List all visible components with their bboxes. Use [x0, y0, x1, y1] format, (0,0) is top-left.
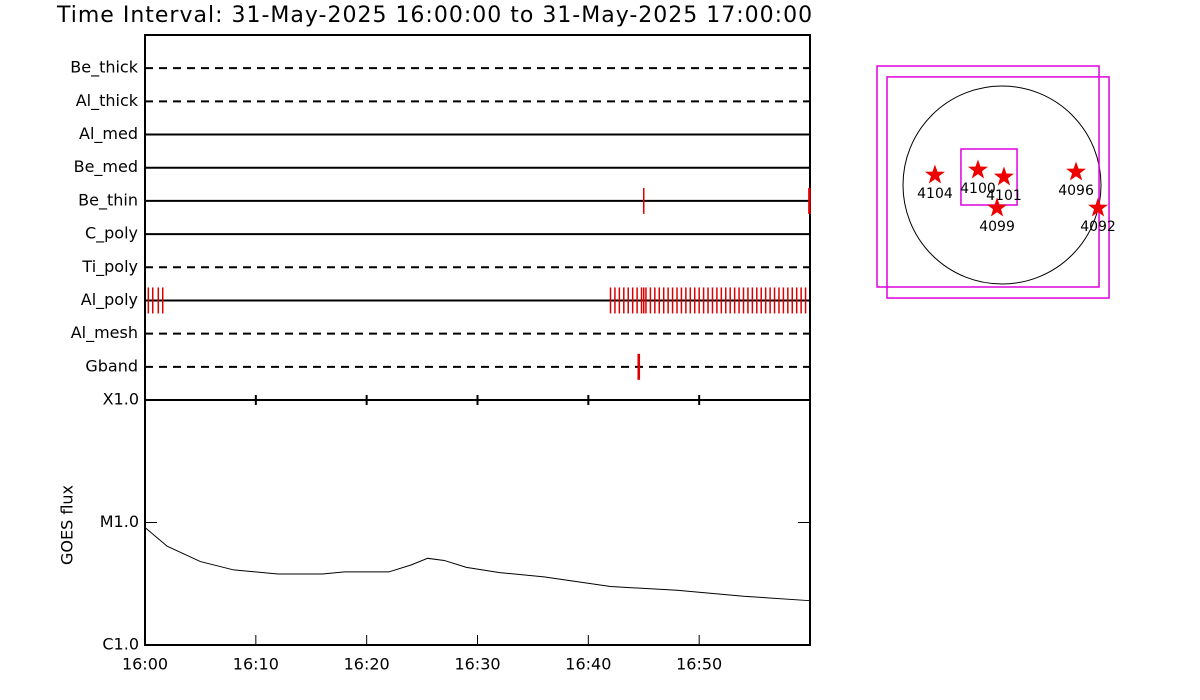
region-star: [987, 197, 1008, 217]
filter-label: Al_mesh: [71, 323, 138, 343]
filter-label: Al_thick: [76, 91, 139, 111]
goes-flux-line: [144, 527, 811, 602]
y-axis-label: GOES flux: [58, 485, 77, 565]
region-star: [967, 159, 988, 179]
filter-label: Al_poly: [81, 290, 138, 310]
filter-label: Be_med: [74, 157, 138, 177]
fov-box: [886, 76, 1110, 299]
solar-disk: [902, 85, 1102, 285]
x-tick-label: 16:20: [344, 655, 390, 674]
x-tick-label: 16:00: [122, 655, 168, 674]
filter-label: C_poly: [85, 224, 138, 244]
filter-label: Be_thin: [78, 190, 138, 210]
filter-label: Be_thick: [70, 58, 138, 78]
region-star: [1088, 197, 1108, 217]
chart-title: Time Interval: 31-May-2025 16:00:00 to 3…: [56, 3, 813, 28]
region-star: [1066, 161, 1087, 181]
filter-label: Al_med: [79, 124, 138, 144]
fov-box: [876, 65, 1100, 288]
goes-frame: [144, 399, 811, 646]
region-label: 4092: [1080, 219, 1116, 235]
x-tick-label: 16:10: [233, 655, 279, 674]
filter-label: Ti_poly: [81, 257, 138, 277]
region-star: [993, 166, 1014, 186]
region-label: 4100: [960, 181, 996, 197]
timeline-frame: [144, 34, 811, 401]
x-tick-label: 16:30: [454, 655, 500, 674]
y-tick-label: M1.0: [100, 512, 139, 531]
region-label: 4096: [1058, 183, 1094, 199]
region-label: 4099: [979, 219, 1015, 235]
region-label: 4104: [917, 186, 953, 202]
x-tick-label: 16:50: [676, 655, 722, 674]
y-tick-label: C1.0: [102, 635, 139, 654]
y-tick-label: X1.0: [103, 390, 139, 409]
x-tick-label: 16:40: [565, 655, 611, 674]
region-label: 4101: [986, 188, 1022, 204]
region-star: [924, 164, 945, 184]
filter-label: Gband: [85, 356, 138, 375]
